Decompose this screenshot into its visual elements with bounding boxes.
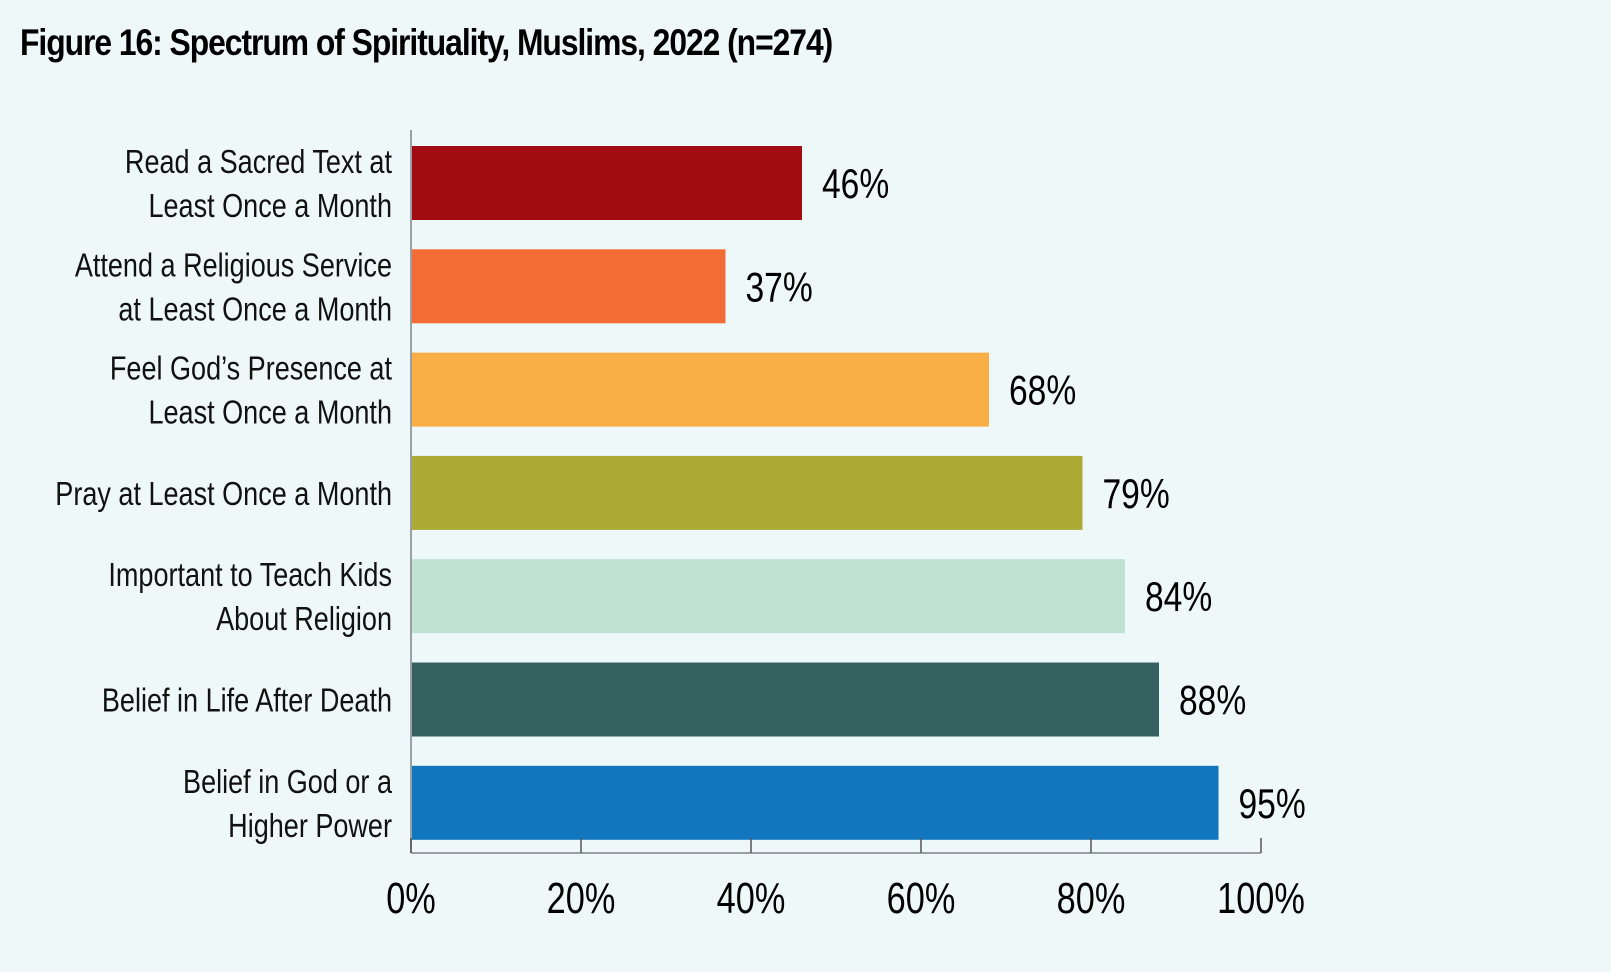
category-label-6: Belief in Life After Death [102,683,392,719]
category-label-line: Belief in Life After Death [102,683,392,719]
category-label-line: at Least Once a Month [118,292,392,328]
category-label-line: Feel God’s Presence at [110,351,393,387]
x-tick-label-0: 0% [386,874,436,923]
value-label-5: 84% [1145,575,1212,621]
bar-2 [411,249,726,324]
category-label-7: Belief in God or a Higher Power [183,764,392,844]
value-label-3: 68% [1009,368,1076,414]
x-tick-label-20: 20% [547,874,616,923]
bar-5 [411,559,1125,634]
category-label-line: Important to Teach Kids [108,558,392,594]
bar-6 [411,662,1159,737]
value-label-6: 88% [1179,678,1246,724]
chart-title: Figure 16: Spectrum of Spirituality, Mus… [20,22,833,63]
bars-layer [411,146,1219,840]
x-tick-label-80: 80% [1057,874,1126,923]
bar-4 [411,455,1083,530]
category-label-line: Higher Power [228,808,392,844]
category-label-line: Attend a Religious Service [75,248,392,284]
category-label-4: Pray at Least Once a Month [55,476,392,512]
category-labels: Read a Sacred Text at Least Once a Month A… [55,145,392,845]
value-label-4: 79% [1103,471,1170,517]
category-label-line: Least Once a Month [148,189,392,225]
category-label-line: About Religion [216,602,392,638]
value-labels: 46% 37% 68% 79% 84% 88% 95% [746,162,1306,828]
x-tick-label-40: 40% [717,874,786,923]
value-label-1: 46% [822,162,889,208]
bar-3 [411,352,989,427]
category-label-2: Attend a Religious Service at Least Once … [75,248,392,328]
category-label-line: Least Once a Month [148,395,392,431]
category-label-5: Important to Teach Kids About Religion [108,558,392,638]
value-label-2: 37% [746,265,813,311]
x-axis: 0% 20% 40% 60% 80% 100% [386,130,1305,923]
category-label-1: Read a Sacred Text at Least Once a Month [125,145,393,225]
x-tick-label-100: 100% [1217,874,1305,923]
category-label-line: Pray at Least Once a Month [55,476,392,512]
category-label-line: Read a Sacred Text at [125,145,393,181]
bar-7 [411,765,1219,840]
value-label-7: 95% [1239,781,1306,827]
category-label-3: Feel God’s Presence at Least Once a Month [110,351,393,431]
x-tick-label-60: 60% [887,874,956,923]
category-label-line: Belief in God or a [183,764,392,800]
bar-1 [411,146,802,220]
